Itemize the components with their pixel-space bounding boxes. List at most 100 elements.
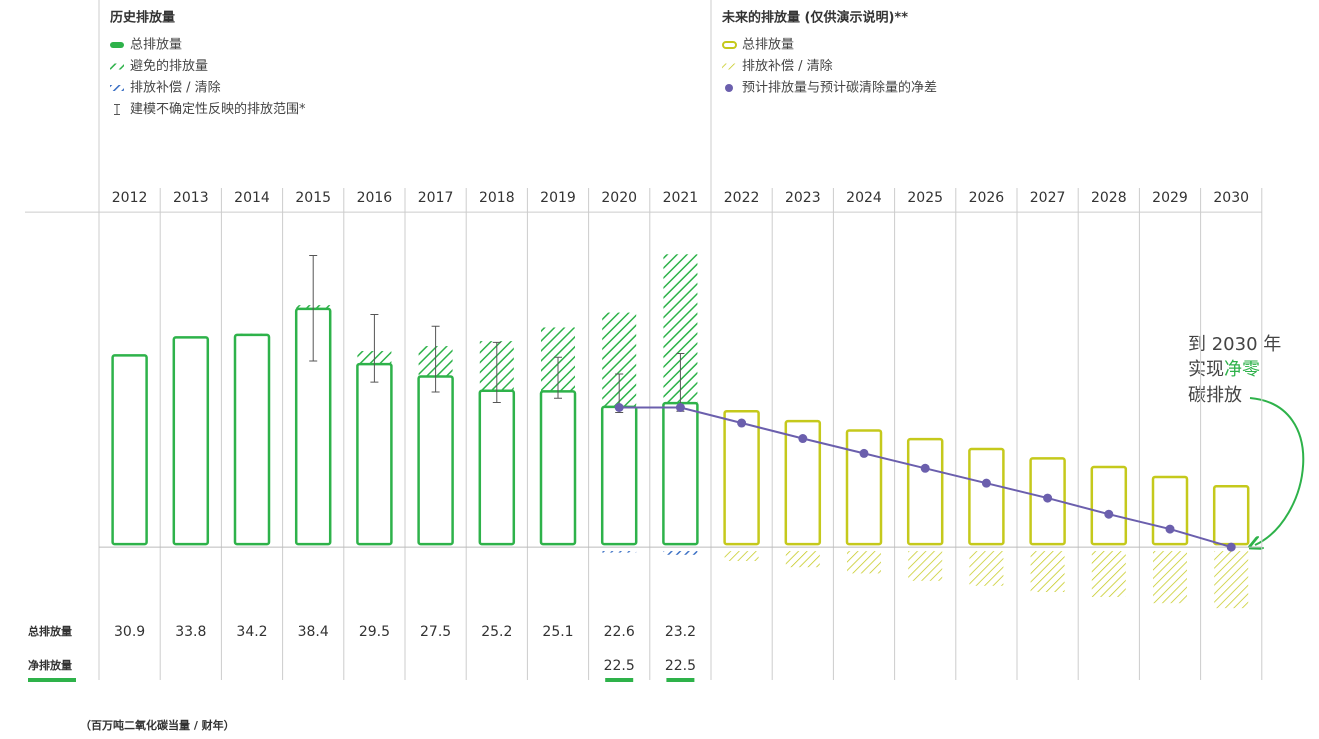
table-value: 22.6 xyxy=(604,624,635,640)
legend-icon xyxy=(722,41,737,49)
offset-bar xyxy=(1153,551,1187,604)
x-tick-label: 2018 xyxy=(479,190,515,206)
offset-bar xyxy=(1030,551,1065,593)
bar xyxy=(111,354,148,546)
net-point xyxy=(859,448,869,458)
bar xyxy=(172,336,210,546)
table-value: 33.8 xyxy=(175,624,206,640)
legend-label: 建模不确定性反映的排放范围* xyxy=(130,101,306,117)
net-point xyxy=(614,402,624,412)
table-value: 25.1 xyxy=(542,624,573,640)
legend-label: 总排放量 xyxy=(130,38,182,53)
x-tick-label: 2025 xyxy=(907,190,943,206)
legend-title: 未来的排放量 (仅供演示说明)** xyxy=(721,10,908,26)
bar xyxy=(1212,485,1250,546)
bar xyxy=(478,389,516,546)
annotation: 到 2030 年 xyxy=(1188,334,1281,355)
net-indicator xyxy=(605,678,634,682)
net-point xyxy=(920,463,930,473)
net-point xyxy=(798,434,808,444)
offset-bar xyxy=(602,551,637,553)
bar xyxy=(906,437,944,546)
annotation: 实现 xyxy=(1188,359,1224,380)
bar xyxy=(233,333,271,546)
bar xyxy=(417,375,454,546)
row-label: 净排放量 xyxy=(28,658,72,672)
legend-icon xyxy=(725,84,733,92)
error-bar xyxy=(309,255,318,362)
net-point xyxy=(1043,493,1053,503)
row-label: 总排放量 xyxy=(28,624,72,638)
x-tick-label: 2012 xyxy=(112,190,148,206)
x-tick-label: 2028 xyxy=(1091,190,1127,206)
x-tick-label: 2014 xyxy=(234,190,270,206)
bar xyxy=(539,390,577,546)
legend-label: 避免的排放量 xyxy=(130,58,208,74)
x-tick-label: 2023 xyxy=(785,190,821,206)
annotation: 实现净零 xyxy=(1188,359,1260,380)
x-tick-label: 2022 xyxy=(724,190,760,206)
offset-bar xyxy=(908,551,943,581)
x-tick-label: 2021 xyxy=(663,190,699,206)
offset-bar xyxy=(663,551,698,555)
error-bar xyxy=(492,341,501,404)
net-indicator xyxy=(28,678,76,682)
bar xyxy=(1090,465,1128,546)
avoided-bar xyxy=(235,333,269,335)
table-value: 34.2 xyxy=(236,624,267,640)
net-point xyxy=(1226,542,1236,552)
annotation: 碳排放 xyxy=(1188,385,1242,406)
legend-label: 预计排放量与预计碳清除量的净差 xyxy=(742,80,937,96)
x-tick-label: 2020 xyxy=(601,190,637,206)
offset-bar xyxy=(969,551,1004,586)
x-tick-label: 2015 xyxy=(295,190,331,206)
table-value: 22.5 xyxy=(665,658,696,674)
x-tick-label: 2016 xyxy=(357,190,393,206)
bar xyxy=(845,429,883,546)
net-point xyxy=(1104,509,1114,519)
bar xyxy=(968,447,1005,546)
bar xyxy=(723,409,760,546)
x-tick-label: 2017 xyxy=(418,190,454,206)
bar xyxy=(1151,475,1189,546)
net-point xyxy=(981,478,991,488)
x-tick-label: 2030 xyxy=(1213,190,1249,206)
bar xyxy=(662,401,699,546)
legend-icon xyxy=(114,104,120,115)
error-bar xyxy=(370,313,379,383)
legend-icon xyxy=(110,42,124,48)
x-tick-label: 2026 xyxy=(969,190,1005,206)
table-value: 22.5 xyxy=(604,658,635,674)
offset-bar xyxy=(724,551,759,561)
legend-icon xyxy=(722,63,736,70)
legend-label: 排放补偿 / 清除 xyxy=(742,59,833,74)
offset-bar xyxy=(1214,551,1249,609)
x-tick-label: 2029 xyxy=(1152,190,1188,206)
avoided-bar xyxy=(173,336,208,338)
legend-icon xyxy=(110,63,124,70)
offset-bar xyxy=(785,551,820,568)
table-value: 23.2 xyxy=(665,624,696,640)
x-tick-label: 2027 xyxy=(1030,190,1066,206)
table-value: 30.9 xyxy=(114,624,145,640)
table-value: 29.5 xyxy=(359,624,390,640)
net-point xyxy=(1165,524,1175,534)
legend-icon xyxy=(110,85,124,91)
x-tick-label: 2013 xyxy=(173,190,209,206)
error-bar xyxy=(431,325,440,393)
table-value: 25.2 xyxy=(481,624,512,640)
table-value: 38.4 xyxy=(298,624,329,640)
unit-note: （百万吨二氧化碳当量 / 财年） xyxy=(80,718,235,732)
x-tick-label: 2019 xyxy=(540,190,576,206)
legend-label: 排放补偿 / 清除 xyxy=(130,81,221,96)
offset-bar xyxy=(1091,551,1126,597)
avoided-bar xyxy=(112,354,147,356)
bar xyxy=(356,362,393,546)
net-point xyxy=(737,418,747,428)
annotation-highlight: 净零 xyxy=(1224,359,1260,380)
net-point xyxy=(675,402,685,412)
legend-label: 总排放量 xyxy=(742,38,794,53)
legend-title: 历史排放量 xyxy=(110,10,175,26)
table-value: 27.5 xyxy=(420,624,451,640)
